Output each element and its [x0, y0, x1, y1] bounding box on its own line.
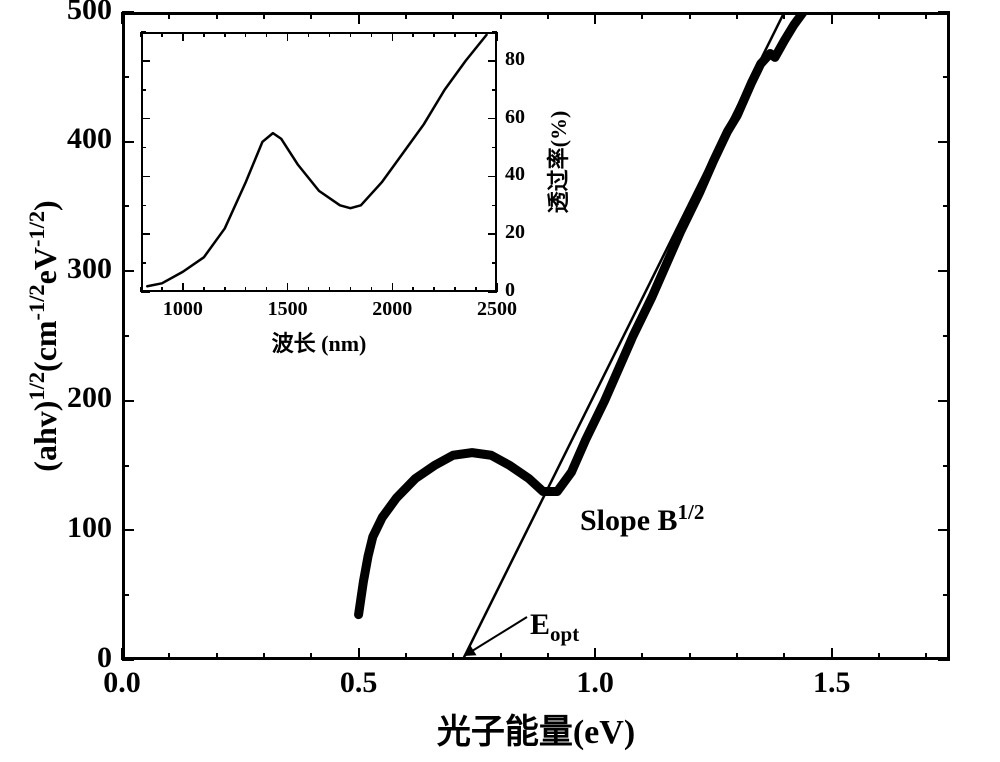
- xtick-label: 2500: [457, 298, 537, 321]
- xtick-label: 1000: [143, 298, 223, 321]
- figure-root: 0.00.51.01.50100200300400500光子能量(eV)(ahv…: [0, 0, 1000, 762]
- ytick-label: 80: [505, 48, 525, 71]
- ytick-label: 60: [505, 106, 525, 129]
- xtick-label: 2000: [352, 298, 432, 321]
- ytick-label: 0: [505, 279, 515, 302]
- xtick-label: 1500: [248, 298, 328, 321]
- ytick-label: 40: [505, 163, 525, 186]
- ytick-label: 20: [505, 221, 525, 244]
- y-axis-label: 透过率(%): [541, 111, 573, 214]
- inset-plot-svg: [0, 0, 1000, 762]
- x-axis-label: 波长 (nm): [272, 326, 367, 358]
